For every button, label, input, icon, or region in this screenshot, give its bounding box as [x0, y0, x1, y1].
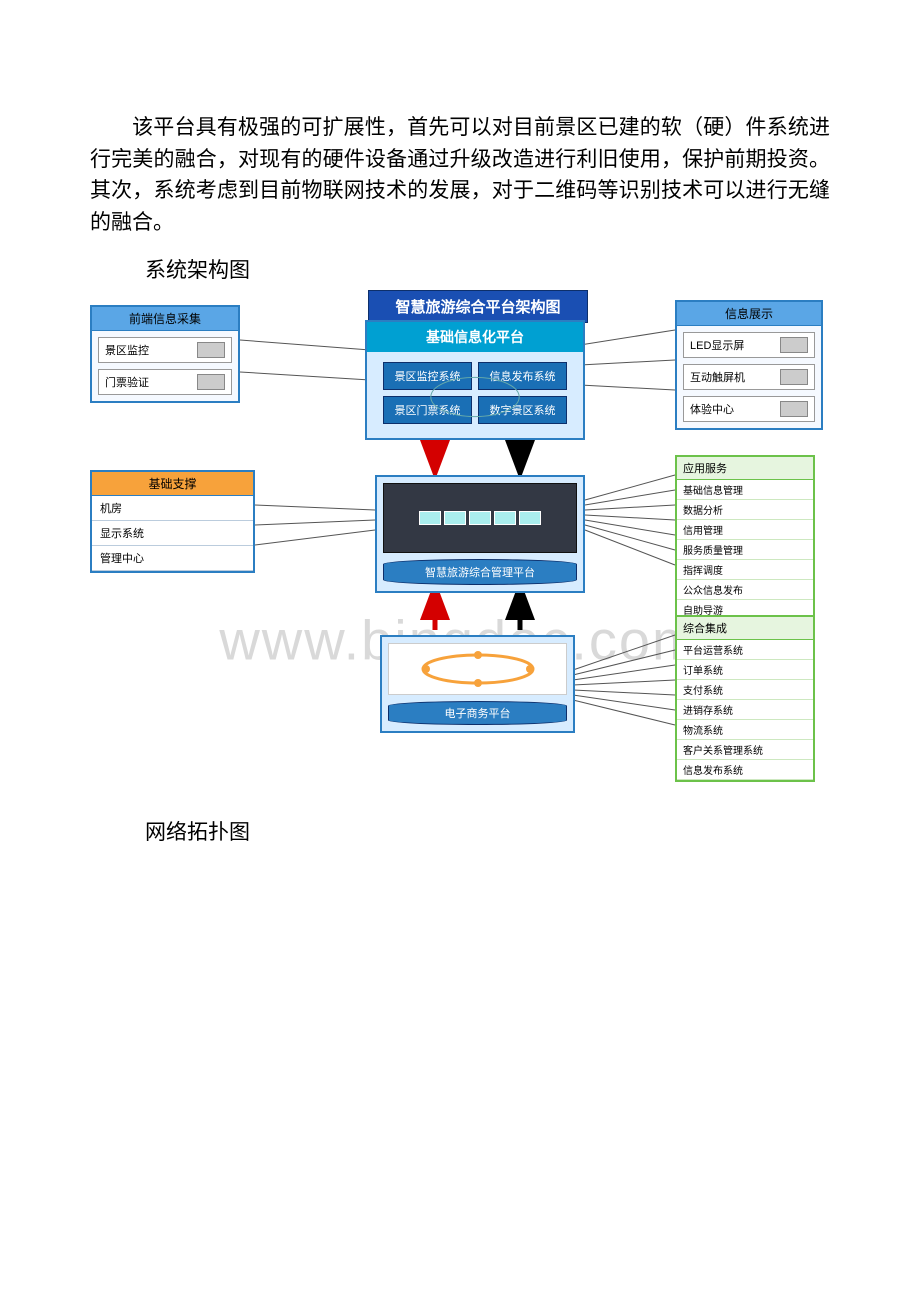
item-label: 门票验证 [105, 374, 149, 390]
list-item: 服务质量管理 [677, 540, 813, 560]
item-label: 体验中心 [690, 401, 734, 417]
thumb-icon [780, 337, 808, 353]
list-item: 订单系统 [677, 660, 813, 680]
list-item: 支付系统 [677, 680, 813, 700]
thumb-icon [780, 369, 808, 385]
architecture-diagram: 智慧旅游综合平台架构图 前端信息采集 景区监控 门票验证 基础支撑 机房 显示系… [90, 290, 830, 790]
list-item: 机房 [92, 496, 253, 521]
cylinder-mgmt: 智慧旅游综合管理平台 [383, 559, 577, 585]
panel-info-display: 信息展示 LED显示屏 互动触屏机 体验中心 [675, 300, 823, 430]
panel-ecommerce: 电子商务平台 [380, 635, 575, 733]
panel-integration: 综合集成 平台运营系统 订单系统 支付系统 进销存系统 物流系统 客户关系管理系… [675, 615, 815, 782]
panel-mgmt-platform: 智慧旅游综合管理平台 [375, 475, 585, 593]
list-item: 物流系统 [677, 720, 813, 740]
cylinder-ecommerce: 电子商务平台 [388, 701, 567, 725]
intro-text: 该平台具有极强的可扩展性，首先可以对目前景区已建的软（硬）件系统进行完美的融合，… [90, 115, 830, 234]
panel-title: 综合集成 [677, 617, 813, 640]
list-item: LED显示屏 [683, 332, 815, 358]
list-item: 显示系统 [92, 521, 253, 546]
item-label: LED显示屏 [690, 337, 744, 353]
item-label: 互动触屏机 [690, 369, 745, 385]
sub-grid: 景区监控系统 信息发布系统 景区门票系统 数字景区系统 [367, 352, 583, 438]
panel-app-service: 应用服务 基础信息管理 数据分析 信用管理 服务质量管理 指挥调度 公众信息发布… [675, 455, 815, 622]
list-item: 基础信息管理 [677, 480, 813, 500]
control-room-image [383, 483, 577, 553]
thumb-icon [197, 342, 225, 358]
list-item: 信用管理 [677, 520, 813, 540]
sub-cell: 景区监控系统 [383, 362, 472, 390]
list-item: 客户关系管理系统 [677, 740, 813, 760]
section-title-topology: 网络拓扑图 [145, 816, 250, 846]
list-item: 管理中心 [92, 546, 253, 571]
list-item: 进销存系统 [677, 700, 813, 720]
cycle-icon [408, 649, 548, 689]
panel-base-platform: 基础信息化平台 景区监控系统 信息发布系统 景区门票系统 数字景区系统 [365, 320, 585, 440]
panel-title: 前端信息采集 [92, 307, 238, 331]
list-item: 信息发布系统 [677, 760, 813, 780]
panel-front-collection: 前端信息采集 景区监控 门票验证 [90, 305, 240, 403]
thumb-icon [780, 401, 808, 417]
list-item: 公众信息发布 [677, 580, 813, 600]
section-title-architecture: 系统架构图 [145, 254, 250, 284]
panel-title: 应用服务 [677, 457, 813, 480]
list-item: 平台运营系统 [677, 640, 813, 660]
list-item: 指挥调度 [677, 560, 813, 580]
sub-cell: 景区门票系统 [383, 396, 472, 424]
list-item: 景区监控 [98, 337, 232, 363]
item-label: 景区监控 [105, 342, 149, 358]
list-item: 数据分析 [677, 500, 813, 520]
list-item: 互动触屏机 [683, 364, 815, 390]
ecommerce-image [388, 643, 567, 695]
thumb-icon [197, 374, 225, 390]
list-item: 体验中心 [683, 396, 815, 422]
intro-paragraph: 该平台具有极强的可扩展性，首先可以对目前景区已建的软（硬）件系统进行完美的融合，… [90, 112, 830, 238]
list-item: 门票验证 [98, 369, 232, 395]
screens-icon [419, 511, 541, 525]
panel-title: 基础支撑 [92, 472, 253, 496]
diagram-title: 智慧旅游综合平台架构图 [368, 290, 588, 323]
panel-title: 信息展示 [677, 302, 821, 326]
sub-cell: 数字景区系统 [478, 396, 567, 424]
sub-cell: 信息发布系统 [478, 362, 567, 390]
panel-base-support: 基础支撑 机房 显示系统 管理中心 [90, 470, 255, 573]
panel-title: 基础信息化平台 [367, 322, 583, 352]
